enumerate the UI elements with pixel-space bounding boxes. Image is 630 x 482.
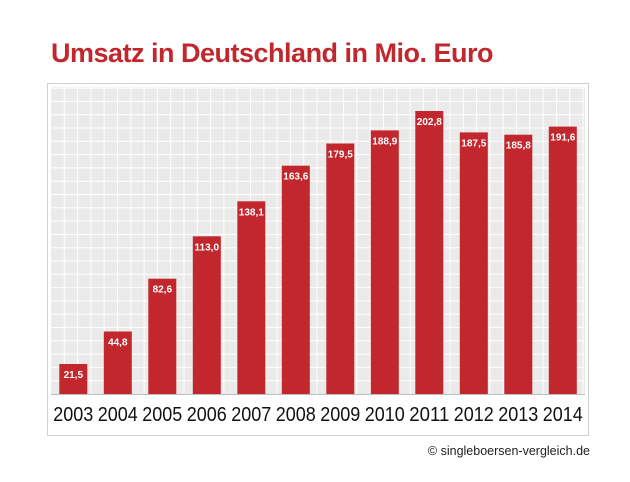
bar-value-label-2009: 179,5: [328, 150, 353, 161]
bar-value-label-2004: 44,8: [108, 338, 128, 349]
x-tick-label-2013: 2013: [498, 404, 538, 426]
bar-value-label-2006: 113,0: [195, 242, 220, 253]
bar-value-label-2014: 191,6: [550, 133, 575, 144]
bar-value-label-2010: 188,9: [372, 136, 397, 147]
bar-series: [59, 111, 577, 394]
bar-value-label-2007: 138,1: [239, 207, 264, 218]
bar-2010: [370, 130, 399, 394]
chart-title: Umsatz in Deutschland in Mio. Euro: [51, 38, 494, 68]
x-tick-label-2003: 2003: [53, 404, 93, 426]
bar-2014: [548, 126, 577, 394]
bar-2012: [459, 132, 488, 394]
bar-2008: [281, 165, 310, 394]
bar-2004: [103, 331, 132, 394]
bar-value-label-2012: 187,5: [461, 138, 486, 149]
bar-2009: [326, 143, 355, 394]
bar-value-label-2013: 185,8: [506, 141, 531, 152]
bar-2003: [59, 364, 88, 394]
bar-value-label-2003: 21,5: [64, 370, 84, 381]
x-tick-label-2006: 2006: [187, 404, 227, 426]
bar-2013: [504, 134, 533, 394]
value-labels: 21,5 44,8 82,6 113,0 138,1 163,6 179,5 188,9 202…: [64, 117, 576, 381]
x-axis-tick-labels: 2003 2004 2005 2006 2007 2008 2009 2010 2011 2012…: [53, 404, 583, 426]
x-tick-label-2007: 2007: [231, 404, 271, 426]
plot-background: [51, 87, 585, 394]
x-tick-label-2008: 2008: [276, 404, 316, 426]
x-tick-label-2011: 2011: [409, 404, 449, 426]
bar-2007: [237, 201, 266, 394]
x-tick-label-2010: 2010: [365, 404, 405, 426]
bar-2011: [415, 111, 444, 394]
x-tick-label-2014: 2014: [543, 404, 583, 426]
bar-value-label-2005: 82,6: [153, 285, 173, 296]
bar-value-label-2008: 163,6: [283, 172, 308, 183]
bar-value-label-2011: 202,8: [417, 117, 442, 128]
bar-2006: [192, 236, 221, 394]
copyright-credit: © singleboersen-vergleich.de: [427, 444, 590, 458]
x-tick-label-2012: 2012: [454, 404, 494, 426]
x-tick-label-2004: 2004: [98, 404, 138, 426]
x-tick-label-2005: 2005: [142, 404, 182, 426]
x-tick-label-2009: 2009: [320, 404, 360, 426]
bar-2005: [148, 278, 177, 394]
